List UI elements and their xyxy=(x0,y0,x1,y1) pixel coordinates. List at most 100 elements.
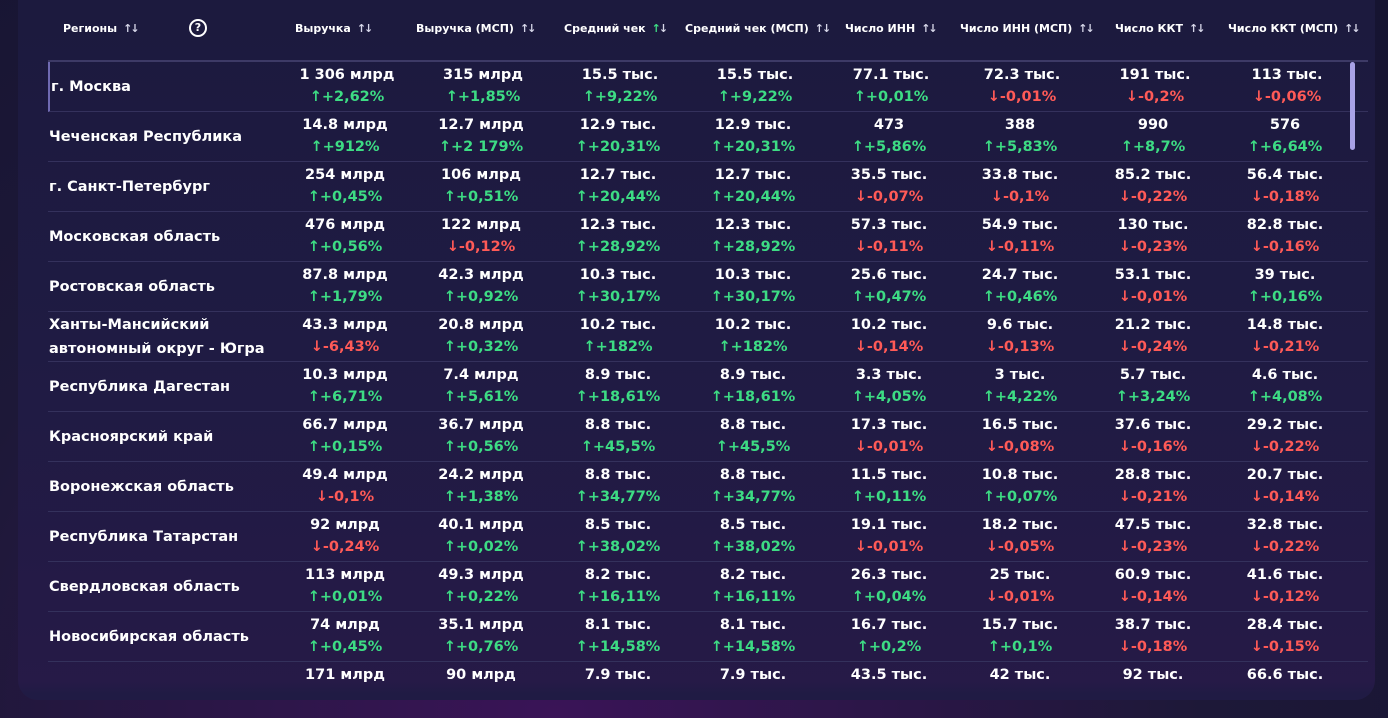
metric-value: 49.4 млрд xyxy=(302,467,388,483)
metric-change: ↑+1,85% xyxy=(445,89,521,105)
column-header-0[interactable]: Регионы ↑↓ xyxy=(63,22,140,35)
table-cell: 12.7 тыс. ↑+20,44% xyxy=(558,165,678,209)
column-header-4[interactable]: Средний чек (МСП) ↑↓ xyxy=(685,22,832,35)
metric-change: ↑+34,77% xyxy=(575,489,661,505)
table-row[interactable]: Республика Дагестан 10.3 млрд ↑+6,71% 7.4 м… xyxy=(48,362,1368,412)
metric-change: ↑+38,02% xyxy=(575,539,661,555)
table-row[interactable]: Чеченская Республика 14.8 млрд ↑+912% 12.7 … xyxy=(48,112,1368,162)
table-cell: 20.7 тыс. ↓-0,14% xyxy=(1225,465,1345,509)
metric-change: ↑+18,61% xyxy=(710,389,796,405)
metric-change: ↓-6,43% xyxy=(310,339,380,355)
sort-arrows-icon[interactable]: ↑↓ xyxy=(1078,22,1095,35)
table-cell: 576 ↑+6,64% xyxy=(1225,115,1345,159)
table-cell: 21.2 тыс. ↓-0,24% xyxy=(1093,315,1213,359)
metric-value: 3 тыс. xyxy=(994,367,1046,383)
metric-change: ↑+0,76% xyxy=(443,639,519,655)
table-row[interactable]: Ханты-Мансийский автономный округ - Югра… xyxy=(48,312,1368,362)
metric-change: ↑+30,17% xyxy=(710,289,796,305)
table-row[interactable]: 171 млрд 90 млрд 7.9 тыс. 7.9 тыс. 43.5 тыс.… xyxy=(48,662,1368,700)
metric-value: 40.1 млрд xyxy=(438,517,524,533)
metric-change: ↑+182% xyxy=(583,339,653,355)
table-cell: 40.1 млрд ↑+0,02% xyxy=(421,515,541,559)
metric-change: ↑+20,44% xyxy=(710,189,796,205)
sort-arrows-icon[interactable]: ↑↓ xyxy=(1189,22,1206,35)
metric-value: 8.2 тыс. xyxy=(584,567,652,583)
column-header-8[interactable]: Число ККТ (МСП) ↑↓ xyxy=(1228,22,1361,35)
table-cell: 4.6 тыс. ↑+4,08% xyxy=(1225,365,1345,409)
sort-arrows-icon[interactable]: ↑↓ xyxy=(123,22,140,35)
table-row[interactable]: г. Москва 1 306 млрд ↑+2,62% 315 млрд ↑+1,85… xyxy=(48,62,1368,112)
table-row[interactable]: Республика Татарстан 92 млрд ↓-0,24% 40.1 м… xyxy=(48,512,1368,562)
table-cell: 47.5 тыс. ↓-0,23% xyxy=(1093,515,1213,559)
table-cell: 33.8 тыс. ↓-0,1% xyxy=(960,165,1080,209)
table-cell: 39 тыс. ↑+0,16% xyxy=(1225,265,1345,309)
table-cell: 60.9 тыс. ↓-0,14% xyxy=(1093,565,1213,609)
table-cell: 57.3 тыс. ↓-0,11% xyxy=(829,215,949,259)
table-cell: 14.8 тыс. ↓-0,21% xyxy=(1225,315,1345,359)
metric-value: 41.6 тыс. xyxy=(1246,567,1324,583)
table-row[interactable]: Красноярский край 66.7 млрд ↑+0,15% 36.7 мл… xyxy=(48,412,1368,462)
sort-arrows-icon[interactable]: ↑↓ xyxy=(519,22,537,35)
table-cell: 8.8 тыс. ↑+45,5% xyxy=(558,415,678,459)
region-name: Республика Дагестан xyxy=(49,379,231,395)
metric-change: ↓-0,16% xyxy=(1250,239,1320,255)
metric-change: ↑+3,24% xyxy=(1115,389,1191,405)
sort-arrows-icon[interactable]: ↑↓ xyxy=(1344,22,1361,35)
table-row[interactable]: Свердловская область 113 млрд ↑+0,01% 49.3 … xyxy=(48,562,1368,612)
metric-change: ↓-0,07% xyxy=(854,189,924,205)
table-row[interactable]: г. Санкт-Петербург 254 млрд ↑+0,45% 106 млр… xyxy=(48,162,1368,212)
metric-change: ↓-0,23% xyxy=(1118,539,1188,555)
table-cell: 24.2 млрд ↑+1,38% xyxy=(421,465,541,509)
sort-arrows-icon[interactable]: ↑↓ xyxy=(814,22,832,35)
table-cell: 29.2 тыс. ↓-0,22% xyxy=(1225,415,1345,459)
table-row[interactable]: Московская область 476 млрд ↑+0,56% 122 млр… xyxy=(48,212,1368,262)
column-header-6[interactable]: Число ИНН (МСП) ↑↓ xyxy=(960,22,1095,35)
table-cell: 49.3 млрд ↑+0,22% xyxy=(421,565,541,609)
metric-change: ↓-0,18% xyxy=(1118,639,1188,655)
metric-change: ↑+0,45% xyxy=(307,189,383,205)
column-header-2[interactable]: Выручка (МСП) ↑↓ xyxy=(416,22,537,35)
column-header-1[interactable]: Выручка ↑↓ xyxy=(295,22,374,35)
regions-table-panel: Регионы ↑↓ Выручка ↑↓ Выручка (МСП) ↑↓ Средний… xyxy=(18,0,1375,700)
table-cell: 19.1 тыс. ↓-0,01% xyxy=(829,515,949,559)
metric-value: 14.8 тыс. xyxy=(1246,317,1324,333)
metric-value: 43.3 млрд xyxy=(302,317,388,333)
table-cell: 8.9 тыс. ↑+18,61% xyxy=(693,365,813,409)
table-row[interactable]: Ростовская область 87.8 млрд ↑+1,79% 42.3 м… xyxy=(48,262,1368,312)
column-header-7[interactable]: Число ККТ ↑↓ xyxy=(1115,22,1206,35)
metric-change: ↓-0,01% xyxy=(854,539,924,555)
column-header-3[interactable]: Средний чек ↑↓ xyxy=(564,22,669,35)
help-icon[interactable]: ? xyxy=(189,19,207,37)
column-header-5[interactable]: Число ИНН ↑↓ xyxy=(845,22,938,35)
table-row[interactable]: Воронежская область 49.4 млрд ↓-0,1% 24.2 м… xyxy=(48,462,1368,512)
metric-value: 25 тыс. xyxy=(989,567,1051,583)
metric-value: 24.7 тыс. xyxy=(981,267,1059,283)
metric-value: 12.9 тыс. xyxy=(714,117,792,133)
metric-value: 8.5 тыс. xyxy=(719,517,787,533)
table-header: Регионы ↑↓ Выручка ↑↓ Выручка (МСП) ↑↓ Средний… xyxy=(48,0,1368,58)
metric-value: 10.2 тыс. xyxy=(714,317,792,333)
metric-value: 24.2 млрд xyxy=(438,467,524,483)
metric-value: 25.6 тыс. xyxy=(850,267,928,283)
table-cell: 473 ↑+5,86% xyxy=(829,115,949,159)
table-cell: 72.3 тыс. ↓-0,01% xyxy=(962,65,1082,109)
sort-arrows-icon[interactable]: ↑↓ xyxy=(356,22,374,35)
metric-value: 92 млрд xyxy=(310,517,380,533)
metric-change: ↓-0,22% xyxy=(1250,439,1320,455)
sort-arrows-icon[interactable]: ↑↓ xyxy=(921,22,938,35)
table-cell: 56.4 тыс. ↓-0,18% xyxy=(1225,165,1345,209)
metric-value: 16.5 тыс. xyxy=(981,417,1059,433)
metric-change: ↑+4,08% xyxy=(1247,389,1323,405)
metric-change: ↑+18,61% xyxy=(575,389,661,405)
vertical-scrollbar[interactable] xyxy=(1350,62,1355,150)
table-row[interactable]: Новосибирская область 74 млрд ↑+0,45% 35.1 … xyxy=(48,612,1368,662)
sort-arrows-icon[interactable]: ↑↓ xyxy=(651,22,669,35)
metric-change: ↑+0,32% xyxy=(443,339,519,355)
metric-value: 28.8 тыс. xyxy=(1114,467,1192,483)
table-cell: 36.7 млрд ↑+0,56% xyxy=(421,415,541,459)
column-header-label: Выручка (МСП) xyxy=(416,22,514,35)
metric-value: 56.4 тыс. xyxy=(1246,167,1324,183)
metric-change: ↑+8,7% xyxy=(1120,139,1186,155)
metric-value: 106 млрд xyxy=(441,167,521,183)
metric-change: ↑+45,5% xyxy=(715,439,791,455)
